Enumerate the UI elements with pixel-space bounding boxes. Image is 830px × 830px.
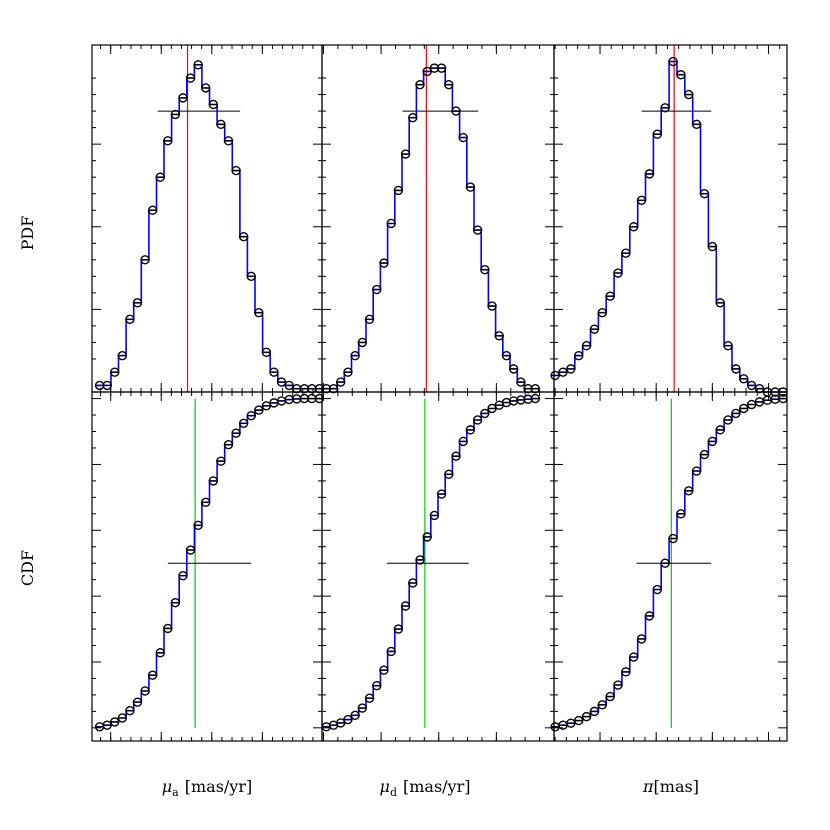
x-axis-titles: μa [mas/yr] μd [mas/yr] π[mas] [162, 777, 699, 799]
cdf-ylabel: CDF [18, 550, 37, 586]
x-title-unit: [mas] [654, 777, 699, 796]
panel-frame [321, 391, 555, 742]
step-curve [95, 397, 324, 728]
x-title-symbol: μ [380, 777, 390, 796]
panel-pdf-mu-a [91, 44, 325, 394]
x-axis-title-2: μd [mas/yr] [380, 777, 471, 799]
panel-cdf-mu-d [321, 391, 555, 742]
panel-frame [553, 391, 788, 742]
x-title-symbol: μ [162, 777, 172, 796]
x-title-subscript: d [390, 786, 397, 799]
panel-frame [321, 44, 555, 393]
x-axis-title-1: μa [mas/yr] [162, 777, 252, 799]
panel-frame [553, 44, 788, 393]
panels [91, 44, 788, 742]
x-axis-title-3: π[mas] [642, 777, 699, 796]
x-title-symbol: π [642, 777, 654, 796]
panel-cdf-mu-a [91, 391, 325, 742]
panel-pdf-pi [550, 44, 788, 397]
step-curve [322, 397, 539, 728]
panel-pdf-mu-d [321, 44, 555, 394]
pdf-ylabel: PDF [18, 216, 37, 251]
x-title-unit: [mas/yr] [185, 777, 252, 796]
step-curve [322, 67, 539, 390]
x-title-subscript: a [172, 786, 179, 799]
step-curve [95, 64, 324, 390]
x-title-unit: [mas/yr] [403, 777, 470, 796]
panel-cdf-pi [550, 391, 788, 742]
panel-frame [91, 391, 323, 742]
